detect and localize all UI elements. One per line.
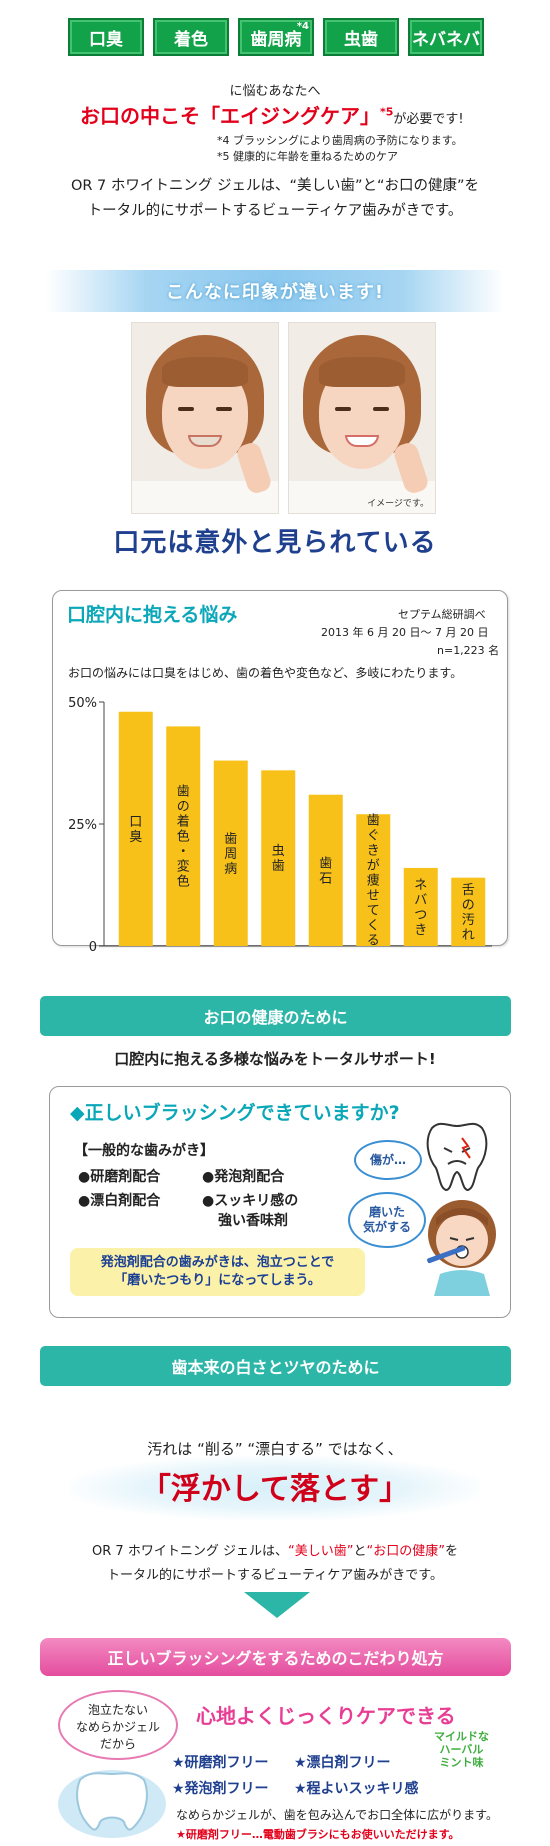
- electric-brush-note: ★研磨剤フリー…電動歯ブラシにもお使いいただけます。: [176, 1828, 460, 1841]
- bar-4: [308, 794, 343, 946]
- gel-tooth-icon: [58, 1770, 166, 1838]
- bar-6: [403, 867, 438, 946]
- category-label: 口臭: [129, 815, 142, 845]
- concern-tags: 口臭 着色 歯周病 *4 虫歯 ネバネバ: [68, 18, 484, 56]
- item-bleach: ●漂白剤配合: [78, 1193, 161, 1209]
- bar-5: [356, 814, 391, 946]
- health-band: お口の健康のために: [40, 996, 511, 1036]
- item-refreshing: ●スッキリ感の: [202, 1193, 299, 1209]
- impression-band: こんなに印象が違います!: [46, 270, 504, 312]
- gel-description: なめらかジェルが、歯を包み込んでお口全体に広がります。: [176, 1808, 498, 1822]
- bar-1: [166, 726, 201, 946]
- free-abrasive: ★研磨剤フリー: [172, 1755, 269, 1771]
- survey-description: お口の悩みには口臭をはじめ、歯の着色や変色など、多岐にわたります。: [68, 666, 463, 680]
- whitening-intro: OR 7 ホワイトニング ジェルは、“美しい歯”と“お口の健康”を トータル的に…: [0, 1540, 550, 1588]
- survey-n: n=1,223 名: [437, 644, 500, 657]
- impression-subtitle: 口元は意外と見られている: [113, 528, 437, 558]
- whitening-band: 歯本来の白さとツヤのために: [40, 1346, 511, 1386]
- free-bleach: ★漂白剤フリー: [294, 1755, 391, 1771]
- whitening-line: 汚れは “削る” “漂白する” ではなく、: [147, 1440, 403, 1458]
- item-refreshing-cont: 強い香味剤: [218, 1213, 288, 1229]
- bar-3: [261, 770, 296, 946]
- survey-source: セプテム総研調べ: [398, 608, 486, 621]
- general-toothpaste-heading: 【一般的な歯みがき】: [74, 1143, 214, 1159]
- whitening-intro-line1: OR 7 ホワイトニング ジェルは、“美しい歯”と“お口の健康”を: [92, 1544, 458, 1559]
- intro-text: OR 7 ホワイトニング ジェルは、“美しい歯”と“お口の健康”を トータル的に…: [70, 178, 480, 219]
- category-label: 舌の汚れ: [462, 883, 475, 943]
- whitening-glow: [70, 1456, 480, 1520]
- category-label: 歯周病: [224, 832, 237, 877]
- worries-text: に悩むあなたへ: [229, 84, 321, 99]
- tag-gum-disease: 歯周病 *4: [238, 18, 314, 56]
- highlight-text: “美しい歯”: [287, 1544, 354, 1559]
- brushing-question: ◆正しいブラッシングできていますか?: [70, 1102, 400, 1124]
- footnote-5: *5 健康的に年齢を重ねるためのケア: [217, 150, 398, 163]
- category-label: 歯石: [319, 856, 332, 886]
- before-photo: [131, 322, 279, 514]
- category-label: 虫歯: [272, 844, 285, 874]
- free-foaming: ★発泡剤フリー: [172, 1781, 269, 1797]
- item-abrasive: ●研磨剤配合: [78, 1169, 161, 1185]
- health-subtitle: 口腔内に抱える多様な悩みをトータルサポート!: [114, 1050, 436, 1068]
- tag-superscript: *4: [296, 21, 309, 32]
- after-photo: イメージです。: [288, 322, 436, 514]
- brushing-girl-icon: [427, 1200, 496, 1296]
- survey-title: 口腔内に抱える悩み: [67, 604, 238, 626]
- bar-0: [118, 711, 153, 946]
- moderate-freshness: ★程よいスッキリ感: [294, 1781, 419, 1797]
- bar-7: [451, 877, 486, 946]
- float-and-remove-text: 「浮かして落とす」: [140, 1472, 410, 1507]
- footnote-4: *4 ブラッシングにより歯周病の予防になります。: [217, 134, 463, 147]
- prescription-title: 心地よくじっくりケアできる: [196, 1704, 456, 1728]
- category-label: 歯の着色・変色: [177, 785, 190, 890]
- category-label: ネバつき: [414, 878, 427, 938]
- category-label: 歯ぐきが痩せてくる: [367, 814, 380, 949]
- smooth-gel-blob: 泡立たない なめらかジェル だから: [58, 1690, 178, 1760]
- photo-caption: イメージです。: [367, 499, 429, 509]
- survey-bar-chart: 0 25% 50% 口臭 歯の着色・変色 歯周病 虫歯 歯石 歯ぐきが痩せてくる ネバつき 舌の汚れ: [68, 696, 492, 955]
- tag-stickiness: ネバネバ: [408, 18, 484, 56]
- item-foaming: ●発泡剤配合: [202, 1169, 285, 1185]
- prescription-band: 正しいブラッシングをするためのこだわり処方: [40, 1638, 511, 1676]
- tag-cavities: 虫歯: [323, 18, 399, 56]
- tag-staining: 着色: [153, 18, 229, 56]
- survey-date: 2013 年 6 月 20 日～ 7 月 20 日: [321, 626, 489, 639]
- y-tick-label: 25%: [68, 818, 97, 833]
- whitening-intro-line2: トータル的にサポートするビューティケア歯みがきです。: [107, 1568, 443, 1583]
- down-arrow-icon: [244, 1592, 310, 1618]
- y-tick-label: 0: [89, 940, 97, 955]
- y-tick-label: 50%: [68, 696, 97, 711]
- bar-2: [213, 760, 248, 946]
- brushing-note: 発泡剤配合の歯みがきは、泡立つことで 「磨いたつもり」になってしまう。: [70, 1248, 365, 1296]
- mild-mint-label: マイルドな ハーバル ミント味: [434, 1730, 489, 1769]
- speech-bubble-feel-brushed: 磨いた 気がする: [348, 1192, 426, 1248]
- headline: お口の中こそ「エイジングケア」*5が必要です!: [80, 104, 464, 128]
- speech-bubble-scratch: 傷が…: [354, 1140, 422, 1180]
- tag-bad-breath: 口臭: [68, 18, 144, 56]
- highlight-text: “お口の健康”: [366, 1544, 445, 1559]
- crying-tooth-icon: [426, 1122, 488, 1192]
